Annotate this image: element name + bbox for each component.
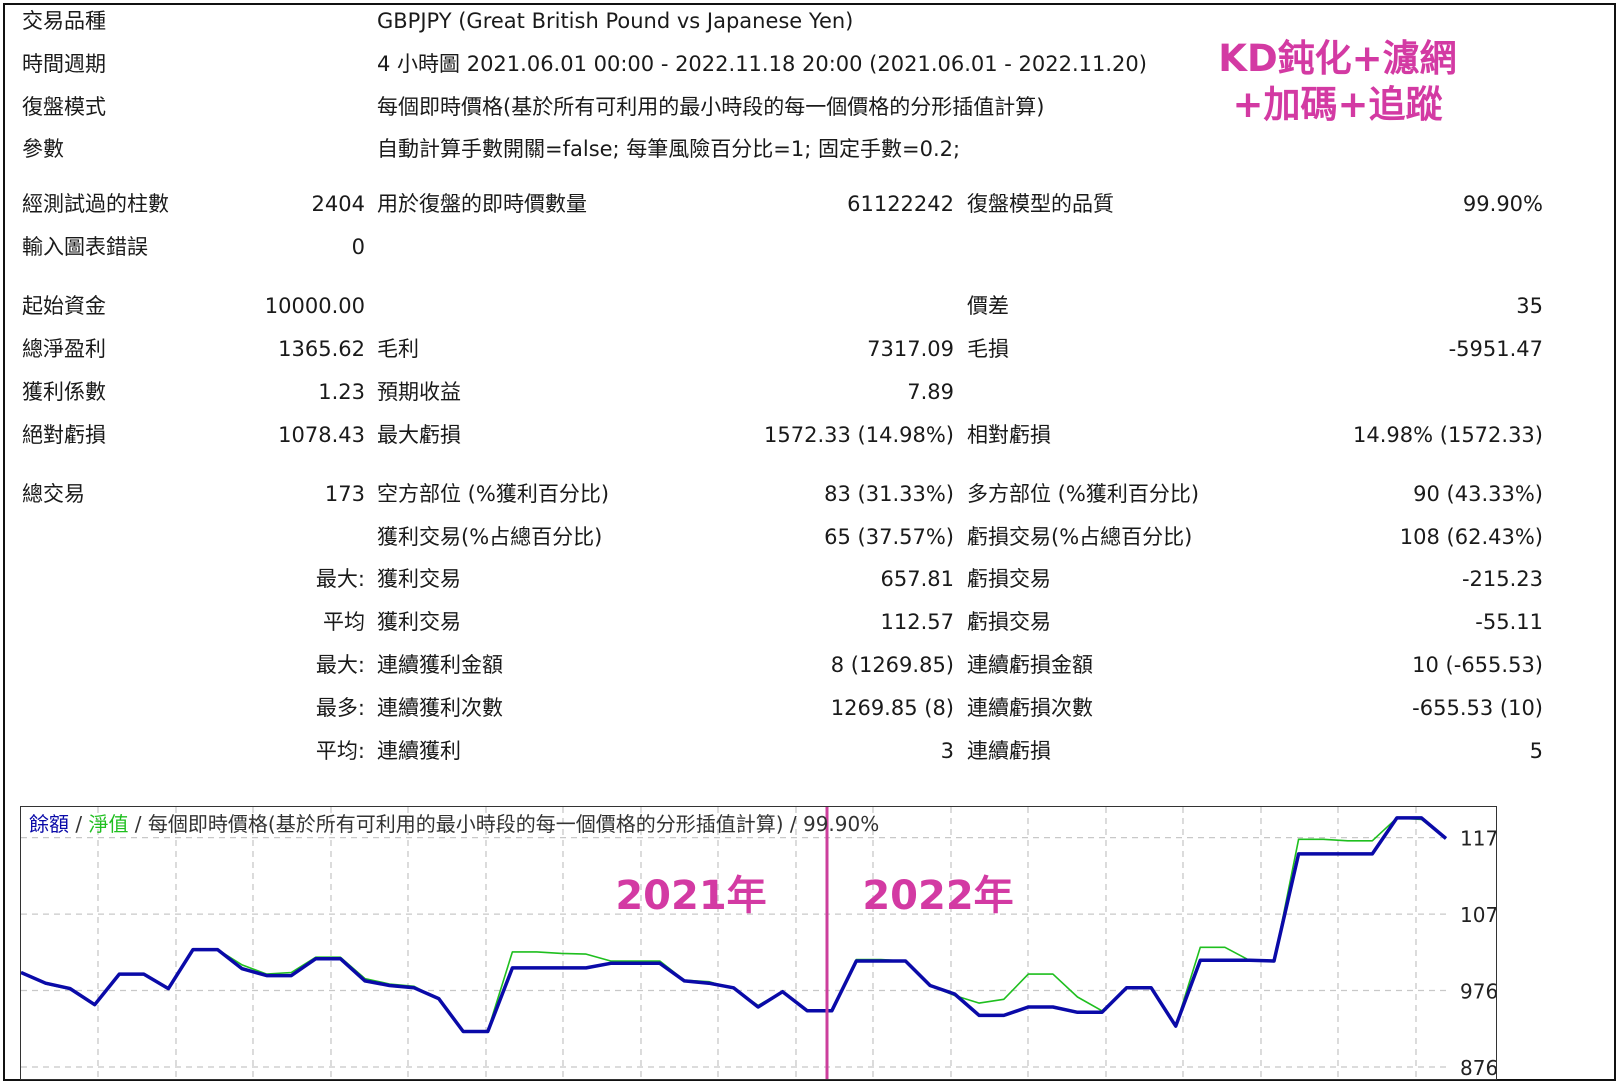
avg-loss-label: 虧損交易 bbox=[967, 610, 1051, 634]
quality-label: 復盤模型的品質 bbox=[967, 192, 1114, 216]
net-profit-label: 總淨盈利 bbox=[22, 337, 106, 361]
total-trades-label: 總交易 bbox=[22, 482, 85, 506]
model-value: 每個即時價格(基於所有可利用的最小時段的每一個價格的分形插值計算) bbox=[377, 95, 1045, 119]
expected-payoff-value: 7.89 bbox=[907, 380, 954, 404]
avg-consec-win-label: 連續獲利 bbox=[377, 739, 461, 763]
bars-label: 經測試過的柱數 bbox=[22, 192, 169, 216]
largest-loss-value: -215.23 bbox=[1461, 567, 1543, 591]
legend-balance: 餘額 bbox=[29, 812, 69, 836]
deposit-value: 10000.00 bbox=[264, 294, 365, 318]
chart-legend: 餘額 / 淨值 / 每個即時價格(基於所有可利用的最小時段的每一個價格的分形插值… bbox=[29, 812, 879, 836]
max-drawdown-value: 1572.33 (14.98%) bbox=[764, 423, 954, 447]
profit-factor-value: 1.23 bbox=[318, 380, 365, 404]
legend-quality: 99.90% bbox=[803, 812, 879, 836]
equity-line bbox=[21, 817, 1447, 1033]
ticks-label: 用於復盤的即時價數量 bbox=[377, 192, 587, 216]
model-label: 復盤模式 bbox=[22, 95, 106, 119]
most-consec-prefix: 最多: bbox=[315, 696, 365, 720]
annotation-line-1: KD鈍化+濾網 bbox=[1218, 37, 1457, 80]
loss-trades-value: 108 (62.43%) bbox=[1399, 525, 1543, 549]
profit-factor-label: 獲利係數 bbox=[22, 380, 106, 404]
most-consec-win-label: 連續獲利次數 bbox=[377, 696, 503, 720]
balance-line bbox=[21, 816, 1448, 1034]
strategy-annotation: KD鈍化+濾網 +加碼+追蹤 bbox=[1205, 36, 1470, 128]
annotation-line-2: +加碼+追蹤 bbox=[1232, 83, 1443, 126]
max-consec-loss-label: 連續虧損金額 bbox=[967, 653, 1093, 677]
win-trades-value: 65 (37.57%) bbox=[824, 525, 954, 549]
largest-win-label: 獲利交易 bbox=[377, 567, 461, 591]
average-prefix: 平均 bbox=[323, 610, 365, 634]
long-positions-label: 多方部位 (%獲利百分比) bbox=[967, 482, 1200, 506]
max-drawdown-label: 最大虧損 bbox=[377, 423, 461, 447]
gross-profit-value: 7317.09 bbox=[867, 337, 954, 361]
avg-win-value: 112.57 bbox=[880, 610, 954, 634]
y-tick-label: 8766 bbox=[1460, 1056, 1497, 1080]
short-positions-label: 空方部位 (%獲利百分比) bbox=[377, 482, 610, 506]
errors-value: 0 bbox=[351, 235, 365, 259]
long-positions-value: 90 (43.33%) bbox=[1413, 482, 1543, 506]
legend-model: 每個即時價格(基於所有可利用的最小時段的每一個價格的分形插值計算) bbox=[148, 812, 784, 836]
avg-consec-prefix: 平均: bbox=[315, 739, 365, 763]
avg-win-label: 獲利交易 bbox=[377, 610, 461, 634]
most-consec-win-value: 1269.85 (8) bbox=[830, 696, 954, 720]
balance-chart: 11762 10763 9765 8766 2021年 2022年 餘額 / 淨值 / 每個… bbox=[20, 806, 1497, 1080]
largest-prefix: 最大: bbox=[315, 567, 365, 591]
avg-consec-loss-value: 5 bbox=[1529, 739, 1543, 763]
legend-equity: 淨值 bbox=[88, 812, 128, 836]
y-tick-label: 11762 bbox=[1460, 827, 1497, 851]
y-tick-label: 10763 bbox=[1460, 903, 1497, 927]
abs-drawdown-value: 1078.43 bbox=[278, 423, 365, 447]
bars-value: 2404 bbox=[311, 192, 365, 216]
balance-chart-svg: 11762 10763 9765 8766 2021年 2022年 餘額 / 淨值 / 每個… bbox=[21, 807, 1497, 1080]
period-label: 時間週期 bbox=[22, 52, 106, 76]
symbol-label: 交易品種 bbox=[22, 9, 106, 33]
rel-drawdown-label: 相對虧損 bbox=[967, 423, 1051, 447]
rel-drawdown-value: 14.98% (1572.33) bbox=[1353, 423, 1543, 447]
legend-separator: / bbox=[784, 812, 803, 836]
largest-win-value: 657.81 bbox=[880, 567, 954, 591]
year-label-2021: 2021年 bbox=[615, 873, 766, 919]
max-consec-win-label: 連續獲利金額 bbox=[377, 653, 503, 677]
short-positions-value: 83 (31.33%) bbox=[824, 482, 954, 506]
period-value: 4 小時圖 2021.06.01 00:00 - 2022.11.18 20:0… bbox=[377, 52, 1147, 76]
max-consec-prefix: 最大: bbox=[315, 653, 365, 677]
net-profit-value: 1365.62 bbox=[278, 337, 365, 361]
symbol-value: GBPJPY (Great British Pound vs Japanese … bbox=[377, 9, 854, 33]
y-tick-label: 9765 bbox=[1460, 980, 1497, 1004]
abs-drawdown-label: 絕對虧損 bbox=[22, 423, 106, 447]
gross-loss-label: 毛損 bbox=[967, 337, 1009, 361]
quality-value: 99.90% bbox=[1462, 192, 1543, 216]
win-trades-label: 獲利交易(%占總百分比) bbox=[377, 525, 603, 549]
total-trades-value: 173 bbox=[324, 482, 365, 506]
max-consec-win-value: 8 (1269.85) bbox=[830, 653, 954, 677]
expected-payoff-label: 預期收益 bbox=[377, 380, 461, 404]
params-label: 參數 bbox=[22, 137, 64, 161]
max-consec-loss-value: 10 (-655.53) bbox=[1412, 653, 1543, 677]
ticks-value: 61122242 bbox=[847, 192, 954, 216]
spread-value: 35 bbox=[1516, 294, 1543, 318]
avg-consec-loss-label: 連續虧損 bbox=[967, 739, 1051, 763]
legend-separator: / bbox=[128, 812, 147, 836]
loss-trades-label: 虧損交易(%占總百分比) bbox=[967, 525, 1193, 549]
most-consec-loss-value: -655.53 (10) bbox=[1412, 696, 1543, 720]
legend-separator: / bbox=[69, 812, 88, 836]
report-frame bbox=[3, 3, 1616, 1081]
gross-loss-value: -5951.47 bbox=[1448, 337, 1543, 361]
year-label-2022: 2022年 bbox=[862, 873, 1013, 919]
deposit-label: 起始資金 bbox=[22, 294, 106, 318]
largest-loss-label: 虧損交易 bbox=[967, 567, 1051, 591]
avg-consec-win-value: 3 bbox=[940, 739, 954, 763]
spread-label: 價差 bbox=[967, 294, 1009, 318]
errors-label: 輸入圖表錯誤 bbox=[22, 235, 148, 259]
params-value: 自動計算手數開關=false; 每筆風險百分比=1; 固定手數=0.2; bbox=[377, 137, 961, 161]
avg-loss-value: -55.11 bbox=[1475, 610, 1543, 634]
most-consec-loss-label: 連續虧損次數 bbox=[967, 696, 1093, 720]
gross-profit-label: 毛利 bbox=[377, 337, 419, 361]
